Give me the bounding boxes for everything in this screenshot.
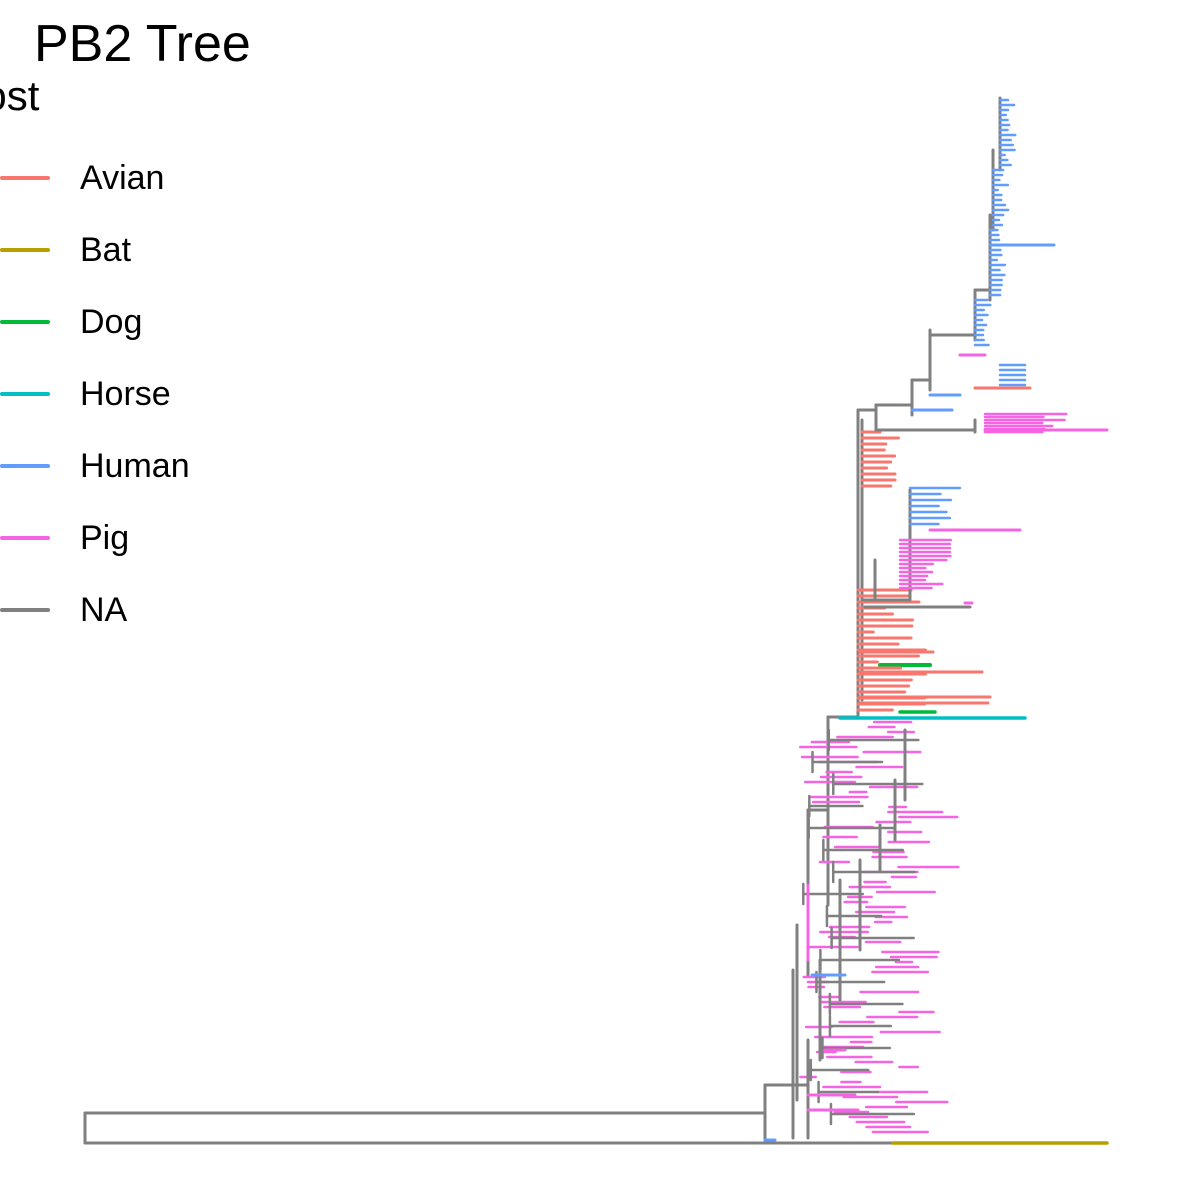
legend-label-pig: Pig [80,519,130,557]
legend-key-dog [0,320,50,324]
legend-key-horse [0,392,50,396]
legend-key-human [0,464,50,468]
legend-item-bat: Bat [0,230,260,270]
legend-title: host [0,72,40,119]
legend-item-human: Human [0,446,260,486]
chart-title: PB2 Tree [34,15,251,73]
legend-label-na: NA [80,591,128,629]
legend-label-avian: Avian [80,159,165,197]
legend-item-na: NA [0,590,260,630]
legend-item-horse: Horse [0,374,260,414]
legend-key-bat [0,248,50,252]
legend-item-pig: Pig [0,518,260,558]
legend-item-avian: Avian [0,158,260,198]
legend-label-dog: Dog [80,303,143,341]
legend-label-bat: Bat [80,231,132,269]
legend-label-horse: Horse [80,375,171,413]
legend-key-avian [0,176,50,180]
legend-item-dog: Dog [0,302,260,342]
legend-key-na [0,608,50,612]
legend-key-pig [0,536,50,540]
legend-label-human: Human [80,447,190,485]
